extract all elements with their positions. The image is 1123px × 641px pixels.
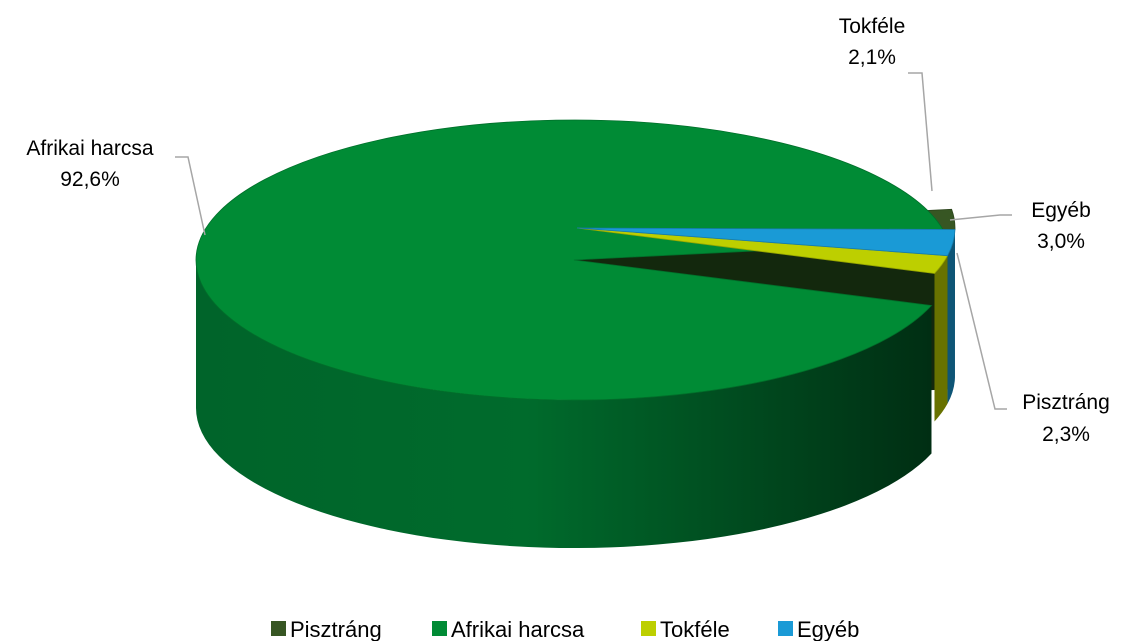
pie-side-tokfele bbox=[934, 255, 948, 422]
data-label-pisztrang-name: Pisztráng bbox=[1022, 391, 1110, 414]
pie-slice-egyeb bbox=[576, 227, 956, 257]
pie-side-egyeb bbox=[947, 229, 955, 404]
pie-side-afrikai bbox=[196, 260, 932, 548]
data-label-afrikai-harcsa-value: 92,6% bbox=[60, 168, 120, 191]
legend-label-pisztrang: Pisztráng bbox=[290, 617, 382, 641]
legend: Pisztráng Afrikai harcsa Tokféle Egyéb bbox=[271, 617, 859, 641]
data-label-tokfele: Tokféle 2,1% bbox=[839, 15, 906, 69]
legend-swatch-tokfele bbox=[641, 621, 656, 636]
leader-line-afrikai bbox=[175, 156, 206, 236]
legend-swatch-egyeb bbox=[778, 621, 793, 636]
legend-item-pisztrang: Pisztráng bbox=[271, 617, 382, 641]
data-label-afrikai-harcsa-name: Afrikai harcsa bbox=[26, 137, 154, 160]
leader-line-pisztrang bbox=[956, 252, 1007, 410]
pie-slice-afrikai bbox=[195, 119, 950, 401]
data-label-afrikai-harcsa: Afrikai harcsa 92,6% bbox=[26, 137, 154, 191]
legend-item-afrikai-harcsa: Afrikai harcsa bbox=[432, 617, 585, 641]
legend-label-tokfele: Tokféle bbox=[660, 617, 730, 641]
data-label-egyeb-value: 3,0% bbox=[1037, 230, 1085, 253]
data-label-egyeb: Egyéb 3,0% bbox=[1031, 199, 1091, 253]
data-label-egyeb-name: Egyéb bbox=[1031, 199, 1091, 222]
data-label-tokfele-name: Tokféle bbox=[839, 15, 906, 38]
legend-label-egyeb: Egyéb bbox=[797, 617, 859, 641]
legend-item-tokfele: Tokféle bbox=[641, 617, 730, 641]
legend-item-egyeb: Egyéb bbox=[778, 617, 859, 641]
legend-swatch-pisztrang bbox=[271, 621, 286, 636]
legend-label-afrikai-harcsa: Afrikai harcsa bbox=[451, 617, 585, 641]
data-label-pisztrang: Pisztráng 2,3% bbox=[1022, 391, 1110, 446]
leader-lines bbox=[175, 72, 1012, 410]
pie-top-faces bbox=[195, 119, 956, 401]
leader-line-egyeb bbox=[949, 214, 1012, 221]
data-label-tokfele-value: 2,1% bbox=[848, 46, 896, 69]
leader-line-tokfele bbox=[908, 72, 933, 192]
legend-swatch-afrikai-harcsa bbox=[432, 621, 447, 636]
data-label-pisztrang-value: 2,3% bbox=[1042, 423, 1090, 446]
